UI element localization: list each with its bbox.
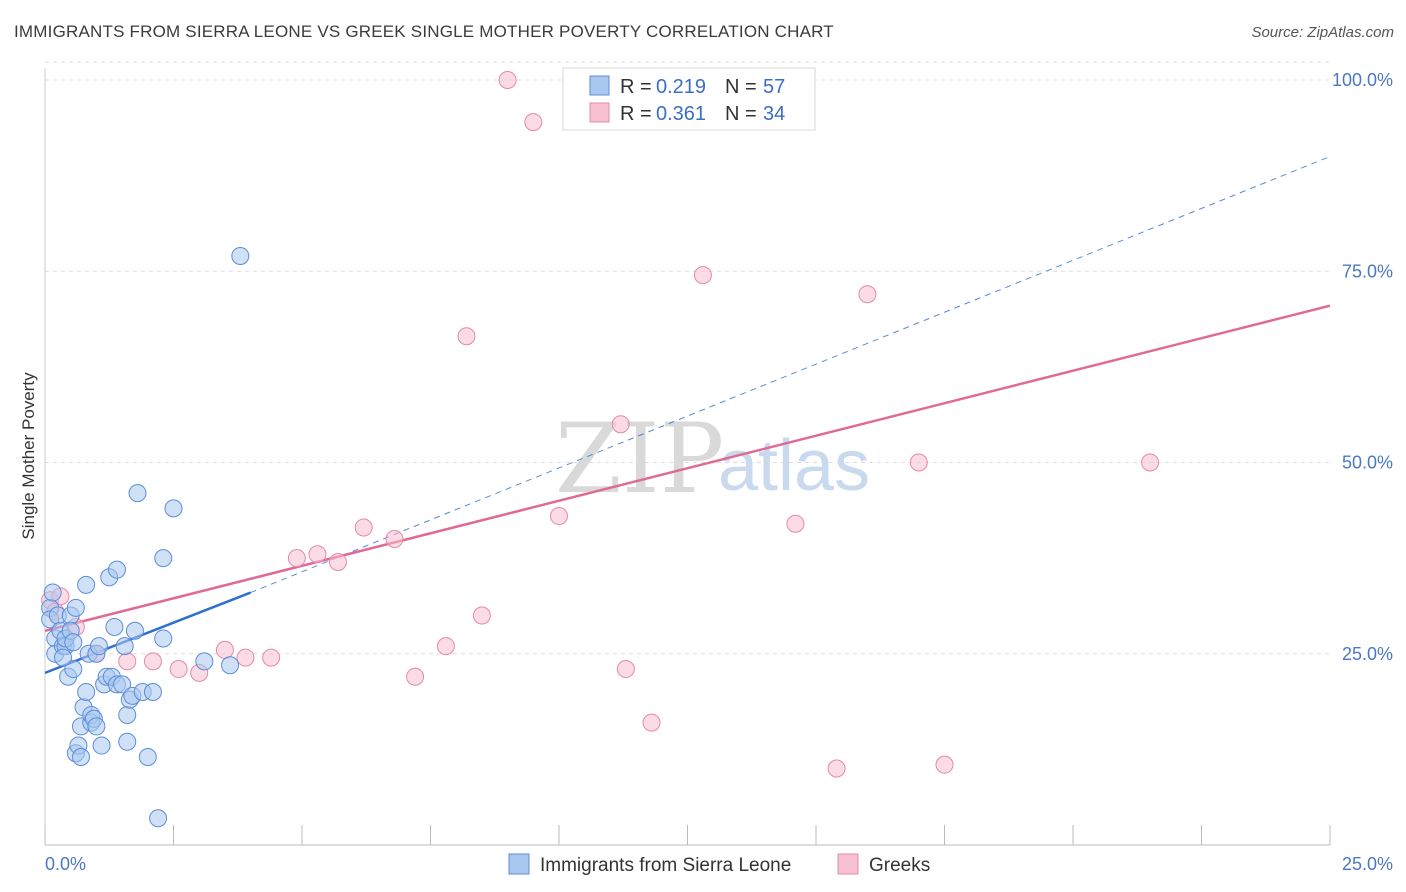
source-credit: Source: ZipAtlas.com	[1251, 24, 1394, 41]
point-sierra-leone-29	[92, 736, 111, 755]
point-greeks-6	[118, 652, 137, 671]
watermark: ZIP atlas	[555, 403, 870, 515]
trendline-sierra-leone	[44, 591, 252, 675]
point-greeks-22	[498, 71, 517, 89]
point-sierra-leone-46	[138, 748, 157, 767]
point-greeks-10	[215, 640, 234, 659]
watermark-atlas: atlas	[718, 426, 870, 506]
point-greeks-35	[1141, 453, 1160, 472]
y-tick-label-1: 50.0%	[1342, 453, 1393, 473]
series-swatch-sierra-leone	[508, 853, 530, 875]
point-greeks-25	[611, 415, 630, 434]
gridlines	[45, 61, 1330, 655]
x-tick-labels: 0.0% 25.0%	[45, 854, 1393, 874]
point-sierra-leone-21	[77, 575, 96, 594]
legend-r-label-2: R =	[620, 103, 652, 125]
point-greeks-34	[935, 755, 954, 774]
y-axis-label: Single Mother Poverty	[19, 372, 38, 540]
point-greeks-20	[457, 327, 476, 346]
x-tick-label-0: 0.0%	[45, 854, 86, 874]
point-sierra-leone-50	[154, 549, 173, 568]
point-sierra-leone-17	[71, 748, 90, 767]
point-sierra-leone-37	[113, 675, 132, 694]
y-tick-label-3: 100.0%	[1332, 70, 1393, 90]
data-points	[41, 71, 1160, 828]
y-tick-label-0: 25.0%	[1342, 644, 1393, 664]
point-sierra-leone-38	[115, 637, 134, 656]
series-swatch-greeks	[837, 853, 859, 875]
point-sierra-leone-34	[105, 617, 124, 636]
point-greeks-28	[693, 266, 712, 285]
point-sierra-leone-49	[154, 629, 173, 648]
trendline-sierra-leone-dashed	[250, 156, 1331, 594]
point-sierra-leone-56	[64, 633, 83, 652]
axes	[44, 68, 1331, 846]
legend-n-value-2: 34	[763, 103, 785, 125]
legend-n-value-1: 57	[763, 76, 785, 98]
trendlines	[44, 156, 1331, 675]
point-sierra-leone-51	[164, 499, 183, 518]
point-greeks-23	[524, 113, 543, 132]
legend-n-label-2: N =	[725, 103, 757, 125]
point-sierra-leone-13	[64, 660, 83, 679]
point-greeks-13	[287, 549, 306, 568]
point-sierra-leone-40	[118, 732, 137, 751]
point-greeks-30	[786, 514, 805, 533]
series-label-sierra-leone: Immigrants from Sierra Leone	[540, 855, 791, 876]
point-sierra-leone-2	[43, 583, 62, 602]
point-sierra-leone-48	[149, 809, 168, 828]
point-greeks-31	[827, 759, 846, 778]
legend-r-label-1: R =	[620, 76, 652, 98]
point-sierra-leone-54	[231, 246, 250, 265]
point-sierra-leone-15	[66, 598, 85, 617]
point-greeks-11	[236, 648, 255, 667]
trendline-greeks	[44, 304, 1331, 633]
legend-swatch-pink	[589, 102, 610, 123]
point-greeks-26	[616, 660, 635, 679]
point-sierra-leone-55	[53, 648, 72, 667]
point-sierra-leone-43	[125, 621, 144, 640]
series-legend: Immigrants from Sierra Leone Greeks	[508, 853, 930, 876]
chart-title: IMMIGRANTS FROM SIERRA LEONE VS GREEK SI…	[14, 22, 834, 41]
legend-swatch-blue	[589, 75, 610, 96]
point-sierra-leone-26	[87, 717, 106, 736]
point-greeks-33	[909, 453, 928, 472]
point-greeks-12	[262, 648, 281, 667]
point-greeks-14	[308, 545, 327, 564]
point-greeks-19	[436, 637, 455, 656]
series-label-greeks: Greeks	[869, 855, 930, 876]
point-greeks-21	[472, 606, 491, 625]
point-greeks-17	[385, 530, 404, 548]
point-greeks-32	[858, 285, 877, 304]
point-greeks-16	[354, 518, 373, 537]
point-greeks-15	[328, 552, 347, 571]
y-tick-label-2: 75.0%	[1342, 261, 1393, 281]
point-greeks-7	[143, 652, 162, 671]
watermark-zip: ZIP	[555, 403, 724, 515]
point-sierra-leone-52	[195, 652, 214, 671]
point-sierra-leone-44	[128, 484, 147, 503]
point-sierra-leone-35	[107, 560, 126, 579]
point-sierra-leone-20	[77, 683, 96, 701]
point-sierra-leone-53	[221, 656, 240, 675]
legend-n-label-1: N =	[725, 76, 757, 98]
y-tick-labels: 25.0% 50.0% 75.0% 100.0%	[1332, 70, 1393, 664]
point-sierra-leone-39	[118, 705, 137, 724]
point-sierra-leone-47	[143, 683, 162, 701]
x-tick-label-1: 25.0%	[1342, 854, 1393, 874]
legend-r-value-2: 0.361	[656, 103, 706, 125]
point-greeks-24	[550, 507, 568, 526]
stats-legend: R = 0.219 N = 57 R = 0.361 N = 34	[562, 67, 816, 131]
point-sierra-leone-28	[89, 637, 108, 656]
point-greeks-8	[169, 660, 188, 679]
legend-r-value-1: 0.219	[656, 76, 706, 98]
point-greeks-18	[406, 667, 425, 686]
point-greeks-27	[642, 713, 661, 732]
